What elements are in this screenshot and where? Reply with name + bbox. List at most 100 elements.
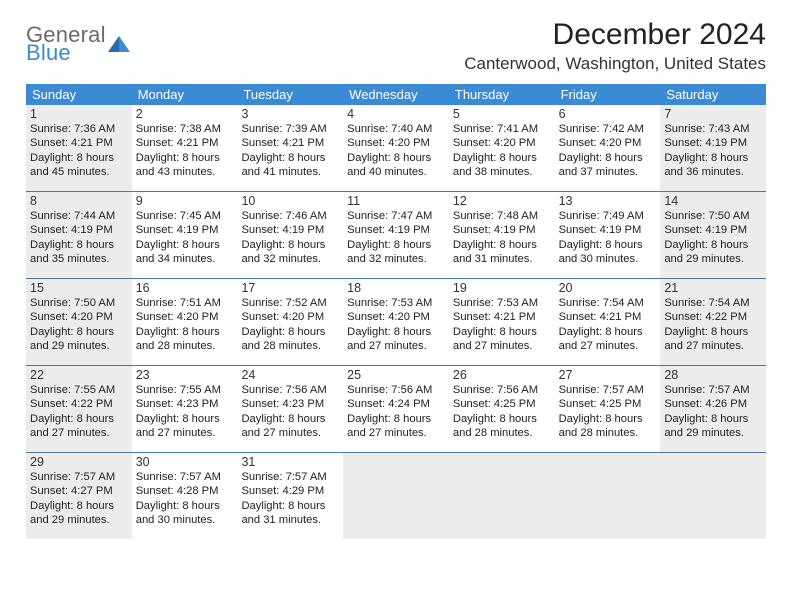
sunset-line: Sunset: 4:26 PM <box>664 397 762 411</box>
sunset-line: Sunset: 4:20 PM <box>559 136 657 150</box>
day-number: 3 <box>241 107 339 121</box>
daylight-line-2: and 32 minutes. <box>241 252 339 266</box>
daylight-line-2: and 28 minutes. <box>453 426 551 440</box>
day-number: 9 <box>136 194 234 208</box>
sunrise-line: Sunrise: 7:57 AM <box>664 383 762 397</box>
sunset-line: Sunset: 4:19 PM <box>136 223 234 237</box>
daylight-line-2: and 35 minutes. <box>30 252 128 266</box>
title-block: December 2024 Canterwood, Washington, Un… <box>464 18 766 74</box>
calendar-day-cell: 14Sunrise: 7:50 AMSunset: 4:19 PMDayligh… <box>660 192 766 278</box>
calendar-day-cell: 18Sunrise: 7:53 AMSunset: 4:20 PMDayligh… <box>343 279 449 365</box>
sunrise-line: Sunrise: 7:57 AM <box>30 470 128 484</box>
weekday-header: Thursday <box>449 84 555 105</box>
sunrise-line: Sunrise: 7:39 AM <box>241 122 339 136</box>
calendar-week-row: 1Sunrise: 7:36 AMSunset: 4:21 PMDaylight… <box>26 105 766 192</box>
sunrise-line: Sunrise: 7:48 AM <box>453 209 551 223</box>
calendar-day-cell: 9Sunrise: 7:45 AMSunset: 4:19 PMDaylight… <box>132 192 238 278</box>
daylight-line-1: Daylight: 8 hours <box>453 412 551 426</box>
sunset-line: Sunset: 4:21 PM <box>136 136 234 150</box>
daylight-line-2: and 27 minutes. <box>347 339 445 353</box>
sunrise-line: Sunrise: 7:50 AM <box>664 209 762 223</box>
day-number: 8 <box>30 194 128 208</box>
calendar-day-cell: 19Sunrise: 7:53 AMSunset: 4:21 PMDayligh… <box>449 279 555 365</box>
daylight-line-1: Daylight: 8 hours <box>30 151 128 165</box>
day-number: 27 <box>559 368 657 382</box>
day-number: 7 <box>664 107 762 121</box>
sunrise-line: Sunrise: 7:43 AM <box>664 122 762 136</box>
day-number: 5 <box>453 107 551 121</box>
daylight-line-2: and 31 minutes. <box>241 513 339 527</box>
sunset-line: Sunset: 4:19 PM <box>559 223 657 237</box>
sunrise-line: Sunrise: 7:51 AM <box>136 296 234 310</box>
calendar-day-cell: 29Sunrise: 7:57 AMSunset: 4:27 PMDayligh… <box>26 453 132 539</box>
day-number: 17 <box>241 281 339 295</box>
sunset-line: Sunset: 4:29 PM <box>241 484 339 498</box>
sunrise-line: Sunrise: 7:45 AM <box>136 209 234 223</box>
daylight-line-1: Daylight: 8 hours <box>559 238 657 252</box>
daylight-line-2: and 38 minutes. <box>453 165 551 179</box>
day-number: 14 <box>664 194 762 208</box>
daylight-line-1: Daylight: 8 hours <box>453 325 551 339</box>
calendar-day-cell: 13Sunrise: 7:49 AMSunset: 4:19 PMDayligh… <box>555 192 661 278</box>
daylight-line-1: Daylight: 8 hours <box>559 325 657 339</box>
weekday-header: Saturday <box>660 84 766 105</box>
month-title: December 2024 <box>464 18 766 52</box>
sunset-line: Sunset: 4:20 PM <box>30 310 128 324</box>
daylight-line-1: Daylight: 8 hours <box>241 238 339 252</box>
calendar-empty-cell <box>449 453 555 539</box>
sunrise-line: Sunrise: 7:56 AM <box>347 383 445 397</box>
sunset-line: Sunset: 4:25 PM <box>559 397 657 411</box>
calendar-weeks: 1Sunrise: 7:36 AMSunset: 4:21 PMDaylight… <box>26 105 766 539</box>
day-number: 1 <box>30 107 128 121</box>
calendar-day-cell: 30Sunrise: 7:57 AMSunset: 4:28 PMDayligh… <box>132 453 238 539</box>
calendar-day-cell: 27Sunrise: 7:57 AMSunset: 4:25 PMDayligh… <box>555 366 661 452</box>
daylight-line-2: and 43 minutes. <box>136 165 234 179</box>
day-number: 31 <box>241 455 339 469</box>
day-number: 12 <box>453 194 551 208</box>
weekday-header: Monday <box>132 84 238 105</box>
sunset-line: Sunset: 4:19 PM <box>453 223 551 237</box>
daylight-line-2: and 27 minutes. <box>136 426 234 440</box>
sunset-line: Sunset: 4:19 PM <box>664 136 762 150</box>
daylight-line-1: Daylight: 8 hours <box>664 412 762 426</box>
sunset-line: Sunset: 4:20 PM <box>347 136 445 150</box>
sunrise-line: Sunrise: 7:40 AM <box>347 122 445 136</box>
day-number: 25 <box>347 368 445 382</box>
daylight-line-2: and 31 minutes. <box>453 252 551 266</box>
day-number: 21 <box>664 281 762 295</box>
sunrise-line: Sunrise: 7:53 AM <box>347 296 445 310</box>
day-number: 16 <box>136 281 234 295</box>
daylight-line-1: Daylight: 8 hours <box>136 238 234 252</box>
sunrise-line: Sunrise: 7:55 AM <box>136 383 234 397</box>
day-number: 23 <box>136 368 234 382</box>
weekday-header: Sunday <box>26 84 132 105</box>
daylight-line-1: Daylight: 8 hours <box>136 325 234 339</box>
day-number: 28 <box>664 368 762 382</box>
sunrise-line: Sunrise: 7:41 AM <box>453 122 551 136</box>
daylight-line-2: and 28 minutes. <box>136 339 234 353</box>
brand-logo: General Blue <box>26 18 130 64</box>
daylight-line-2: and 45 minutes. <box>30 165 128 179</box>
daylight-line-2: and 29 minutes. <box>664 426 762 440</box>
daylight-line-1: Daylight: 8 hours <box>241 325 339 339</box>
sunrise-line: Sunrise: 7:46 AM <box>241 209 339 223</box>
sunrise-line: Sunrise: 7:57 AM <box>136 470 234 484</box>
calendar-day-cell: 5Sunrise: 7:41 AMSunset: 4:20 PMDaylight… <box>449 105 555 191</box>
weekday-header: Friday <box>555 84 661 105</box>
sunrise-line: Sunrise: 7:57 AM <box>241 470 339 484</box>
weekday-header-row: SundayMondayTuesdayWednesdayThursdayFrid… <box>26 84 766 105</box>
sunrise-line: Sunrise: 7:53 AM <box>453 296 551 310</box>
day-number: 26 <box>453 368 551 382</box>
calendar-empty-cell <box>660 453 766 539</box>
sunrise-line: Sunrise: 7:54 AM <box>664 296 762 310</box>
daylight-line-1: Daylight: 8 hours <box>241 499 339 513</box>
calendar-day-cell: 10Sunrise: 7:46 AMSunset: 4:19 PMDayligh… <box>237 192 343 278</box>
day-number: 29 <box>30 455 128 469</box>
calendar-week-row: 29Sunrise: 7:57 AMSunset: 4:27 PMDayligh… <box>26 453 766 539</box>
day-number: 24 <box>241 368 339 382</box>
daylight-line-1: Daylight: 8 hours <box>30 412 128 426</box>
day-number: 20 <box>559 281 657 295</box>
day-number: 15 <box>30 281 128 295</box>
calendar-day-cell: 4Sunrise: 7:40 AMSunset: 4:20 PMDaylight… <box>343 105 449 191</box>
calendar-day-cell: 24Sunrise: 7:56 AMSunset: 4:23 PMDayligh… <box>237 366 343 452</box>
